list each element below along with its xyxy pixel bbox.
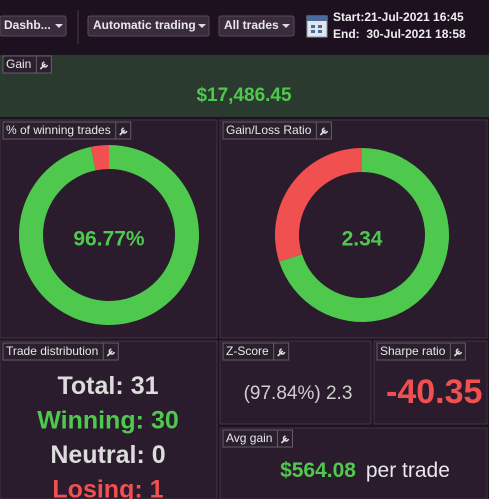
dropdown-arrow: [55, 24, 63, 28]
distribution-panel: [0, 340, 218, 499]
avg-gain-line: $564.08 per trade: [280, 459, 450, 482]
panel-title: Avg gain: [226, 431, 272, 445]
sharpe-value: -40.35: [386, 373, 482, 411]
dashboard-label: Dashb...: [4, 18, 51, 32]
wrench-icon: [119, 127, 128, 136]
panel-title: Gain/Loss Ratio: [226, 123, 312, 137]
avg-gain-unit: per trade: [366, 459, 450, 482]
panel-header: [222, 342, 290, 361]
panel-header: [2, 342, 119, 361]
panel-header: [2, 55, 52, 74]
panel-title: Trade distribution: [6, 344, 98, 358]
panel-header: [222, 429, 293, 448]
row-label: Losing:: [52, 475, 142, 499]
distribution-row: Winning: 30: [37, 406, 179, 434]
dashboard-button[interactable]: [0, 15, 67, 37]
avg-gain-value: $564.08: [280, 459, 356, 482]
wrench-icon: [39, 61, 49, 70]
panel-title: Gain: [6, 57, 31, 71]
gain-value: $17,486.45: [196, 85, 292, 106]
row-value: 30: [151, 406, 179, 434]
distribution-row: Neutral: 0: [50, 441, 165, 469]
filter-button[interactable]: [218, 15, 295, 37]
losing-arc: [90, 145, 109, 171]
winning-value: 96.77%: [73, 228, 145, 251]
end-date: End: 30-Jul-2021 18:58: [333, 27, 466, 41]
wrench-icon: [106, 348, 116, 357]
filter-label: All trades: [224, 18, 279, 32]
row-label: Total:: [58, 372, 124, 400]
panel-header: [2, 121, 132, 140]
gain-panel: [0, 55, 489, 117]
distribution-row: Losing: 1: [52, 475, 163, 499]
dropdown-arrow: [282, 24, 290, 28]
panel-title: % of winning trades: [6, 123, 111, 137]
mode-label: Automatic trading: [93, 18, 196, 32]
row-label: Winning:: [37, 406, 144, 434]
row-value: 31: [131, 372, 159, 400]
wrench-icon: [319, 127, 329, 136]
panel-title: Z-Score: [226, 344, 269, 358]
panel-header: [222, 121, 332, 140]
zscore-value: (97.84%) 2.3: [244, 383, 353, 404]
loss-arc: [275, 148, 362, 262]
distribution-row: Total: 31: [58, 372, 159, 400]
row-value: 1: [150, 475, 164, 499]
dropdown-arrow: [198, 24, 206, 28]
row-label: Neutral:: [50, 441, 144, 469]
row-value: 0: [152, 441, 166, 469]
start-date: Start:21-Jul-2021 16:45: [333, 10, 464, 24]
wrench-icon: [453, 348, 463, 357]
avg-gain-panel: [219, 427, 488, 499]
panel-title: Sharpe ratio: [380, 344, 446, 358]
wrench-icon: [280, 435, 290, 444]
ratio-value: 2.34: [342, 228, 383, 251]
mode-button[interactable]: [87, 15, 210, 37]
panel-header: [376, 342, 466, 361]
wrench-icon: [277, 348, 286, 357]
calendar-icon[interactable]: [306, 15, 328, 38]
